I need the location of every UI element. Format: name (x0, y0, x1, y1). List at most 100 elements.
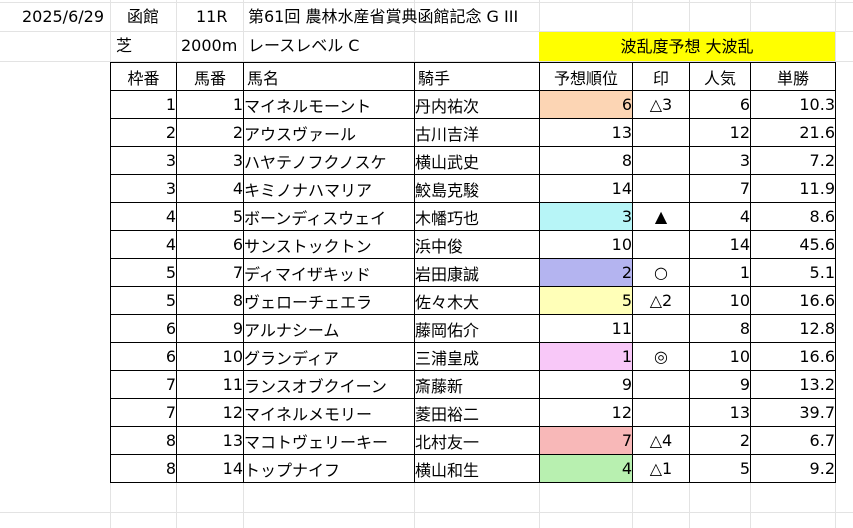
cell-horse-name[interactable]: マイネルモーント (243, 90, 415, 119)
cell-horse-name[interactable]: ボーンディスウェイ (243, 202, 415, 231)
cell-mark[interactable]: ▲ (632, 202, 690, 231)
cell-mark[interactable] (632, 370, 690, 399)
cell-popularity[interactable]: 10 (689, 286, 751, 315)
race-date[interactable]: 2025/6/29 (21, 7, 104, 26)
cell-horse-name[interactable]: ヴェローチェエラ (243, 286, 415, 315)
cell-win-odds[interactable]: 7.2 (750, 146, 836, 175)
cell-horse-name[interactable]: アルナシーム (243, 314, 415, 343)
cell-mark[interactable] (632, 174, 690, 203)
cell-horse-name[interactable]: ディマイザキッド (243, 258, 415, 287)
cell-waku[interactable]: 5 (110, 258, 177, 287)
cell-jockey[interactable]: 三浦皇成 (414, 342, 540, 371)
cell-win-odds[interactable]: 13.2 (750, 370, 836, 399)
cell-win-odds[interactable]: 11.9 (750, 174, 836, 203)
cell-predicted-rank[interactable]: 4 (539, 454, 633, 483)
cell-horse-name[interactable]: ハヤテノフクノスケ (243, 146, 415, 175)
cell-popularity[interactable]: 10 (689, 342, 751, 371)
cell-popularity[interactable]: 9 (689, 370, 751, 399)
cell-waku[interactable]: 8 (110, 426, 177, 455)
cell-jockey[interactable]: 北村友一 (414, 426, 540, 455)
cell-win-odds[interactable]: 6.7 (750, 426, 836, 455)
cell-predicted-rank[interactable]: 1 (539, 342, 633, 371)
cell-popularity[interactable]: 1 (689, 258, 751, 287)
cell-mark[interactable]: △4 (632, 426, 690, 455)
cell-predicted-rank[interactable]: 6 (539, 90, 633, 119)
cell-predicted-rank[interactable]: 12 (539, 398, 633, 427)
cell-predicted-rank[interactable]: 3 (539, 202, 633, 231)
cell-jockey[interactable]: 木幡巧也 (414, 202, 540, 231)
surface[interactable]: 芝 (116, 36, 133, 55)
cell-jockey[interactable]: 菱田裕二 (414, 398, 540, 427)
col-header-predicted-rank[interactable]: 予想順位 (539, 62, 633, 91)
cell-win-odds[interactable]: 16.6 (750, 286, 836, 315)
cell-waku[interactable]: 3 (110, 146, 177, 175)
cell-umaban[interactable]: 10 (176, 342, 244, 371)
col-header-popularity[interactable]: 人気 (689, 62, 751, 91)
cell-mark[interactable] (632, 230, 690, 259)
cell-win-odds[interactable]: 10.3 (750, 90, 836, 119)
cell-umaban[interactable]: 1 (176, 90, 244, 119)
cell-popularity[interactable]: 13 (689, 398, 751, 427)
cell-jockey[interactable]: 丹内祐次 (414, 90, 540, 119)
cell-waku[interactable]: 2 (110, 118, 177, 147)
cell-win-odds[interactable]: 12.8 (750, 314, 836, 343)
cell-win-odds[interactable]: 45.6 (750, 230, 836, 259)
cell-waku[interactable]: 7 (110, 398, 177, 427)
cell-waku[interactable]: 4 (110, 202, 177, 231)
cell-win-odds[interactable]: 9.2 (750, 454, 836, 483)
cell-win-odds[interactable]: 16.6 (750, 342, 836, 371)
col-header-jockey[interactable]: 騎手 (414, 62, 540, 91)
cell-umaban[interactable]: 6 (176, 230, 244, 259)
cell-horse-name[interactable]: ランスオブクイーン (243, 370, 415, 399)
cell-jockey[interactable]: 古川吉洋 (414, 118, 540, 147)
cell-mark[interactable] (632, 118, 690, 147)
cell-waku[interactable]: 1 (110, 90, 177, 119)
cell-waku[interactable]: 4 (110, 230, 177, 259)
col-header-waku[interactable]: 枠番 (110, 62, 177, 91)
cell-umaban[interactable]: 2 (176, 118, 244, 147)
cell-predicted-rank[interactable]: 5 (539, 286, 633, 315)
cell-popularity[interactable]: 8 (689, 314, 751, 343)
cell-popularity[interactable]: 14 (689, 230, 751, 259)
cell-predicted-rank[interactable]: 7 (539, 426, 633, 455)
cell-horse-name[interactable]: グランディア (243, 342, 415, 371)
cell-umaban[interactable]: 7 (176, 258, 244, 287)
cell-popularity[interactable]: 5 (689, 454, 751, 483)
cell-jockey[interactable]: 佐々木大 (414, 286, 540, 315)
cell-jockey[interactable]: 藤岡佑介 (414, 314, 540, 343)
race-venue[interactable]: 函館 (127, 7, 160, 26)
cell-predicted-rank[interactable]: 14 (539, 174, 633, 203)
cell-win-odds[interactable]: 5.1 (750, 258, 836, 287)
cell-jockey[interactable]: 浜中俊 (414, 230, 540, 259)
cell-umaban[interactable]: 8 (176, 286, 244, 315)
cell-jockey[interactable]: 岩田康誠 (414, 258, 540, 287)
cell-umaban[interactable]: 13 (176, 426, 244, 455)
cell-predicted-rank[interactable]: 2 (539, 258, 633, 287)
cell-popularity[interactable]: 12 (689, 118, 751, 147)
cell-mark[interactable] (632, 314, 690, 343)
cell-predicted-rank[interactable]: 13 (539, 118, 633, 147)
race-level[interactable]: レースレベル C (248, 36, 360, 55)
cell-waku[interactable]: 6 (110, 342, 177, 371)
cell-win-odds[interactable]: 39.7 (750, 398, 836, 427)
cell-horse-name[interactable]: マイネルメモリー (243, 398, 415, 427)
cell-waku[interactable]: 7 (110, 370, 177, 399)
cell-horse-name[interactable]: キミノナハマリア (243, 174, 415, 203)
cell-win-odds[interactable]: 21.6 (750, 118, 836, 147)
cell-umaban[interactable]: 11 (176, 370, 244, 399)
cell-mark[interactable]: △2 (632, 286, 690, 315)
cell-mark[interactable]: ◎ (632, 342, 690, 371)
cell-mark[interactable] (632, 146, 690, 175)
cell-popularity[interactable]: 7 (689, 174, 751, 203)
cell-win-odds[interactable]: 8.6 (750, 202, 836, 231)
cell-popularity[interactable]: 2 (689, 426, 751, 455)
race-number[interactable]: 11R (196, 7, 228, 26)
cell-predicted-rank[interactable]: 8 (539, 146, 633, 175)
cell-popularity[interactable]: 4 (689, 202, 751, 231)
cell-waku[interactable]: 5 (110, 286, 177, 315)
cell-umaban[interactable]: 14 (176, 454, 244, 483)
cell-umaban[interactable]: 4 (176, 174, 244, 203)
cell-mark[interactable] (632, 398, 690, 427)
cell-horse-name[interactable]: サンストックトン (243, 230, 415, 259)
cell-popularity[interactable]: 6 (689, 90, 751, 119)
